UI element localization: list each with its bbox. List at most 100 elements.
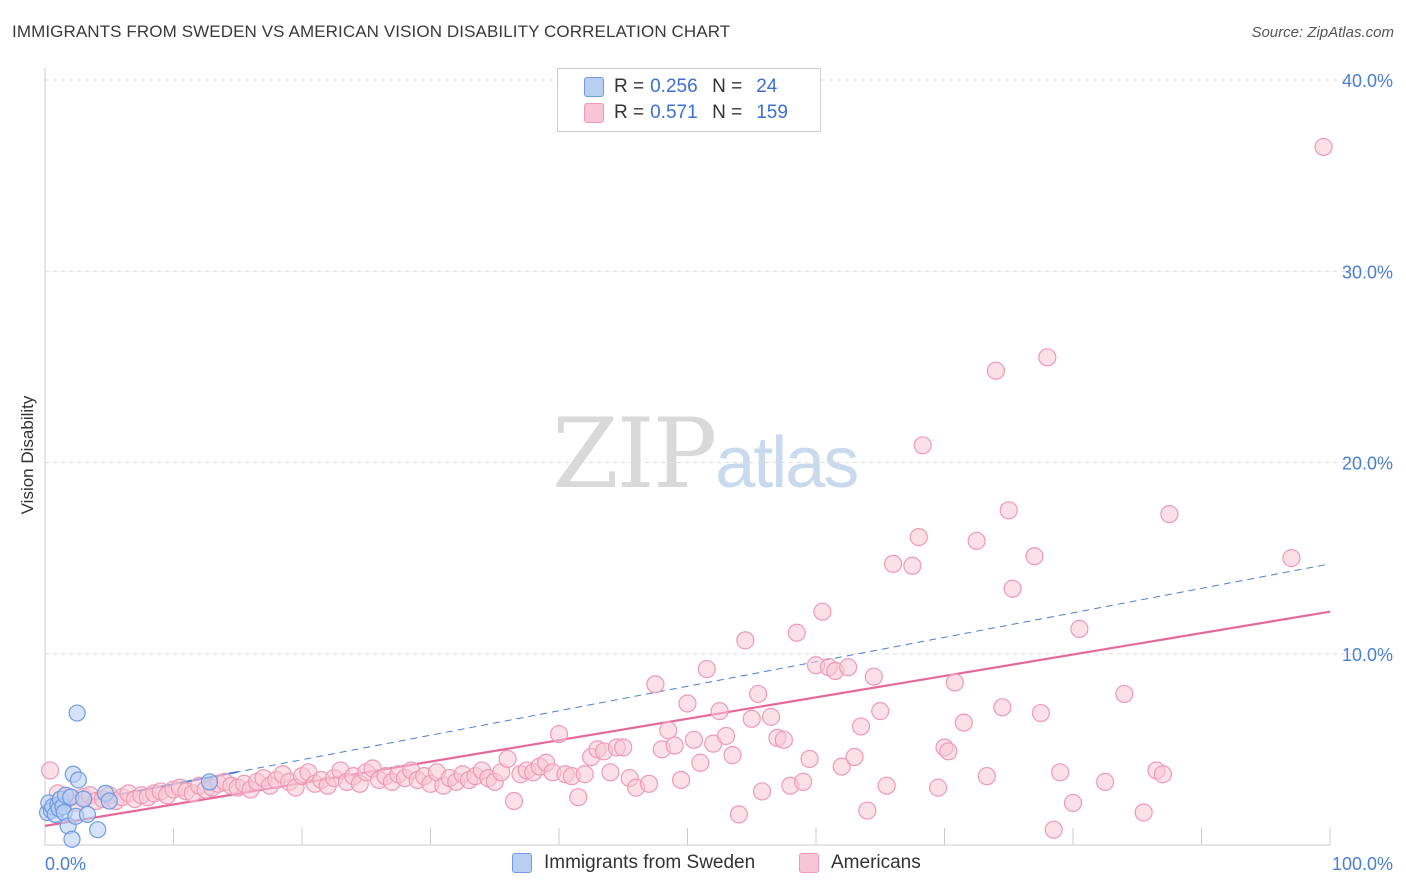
americans-point bbox=[928, 778, 948, 797]
bottom-legend-sweden-label: Immigrants from Sweden bbox=[544, 852, 756, 873]
bottom-legend-americans: Americans bbox=[799, 852, 921, 874]
legend-n-label: N = bbox=[712, 76, 743, 97]
americans-point bbox=[1314, 137, 1333, 157]
americans-point bbox=[723, 746, 742, 765]
source-label: Source: ZipAtlas.com bbox=[1251, 24, 1394, 41]
y-tick-label: 20.0% bbox=[1342, 454, 1393, 474]
americans-point bbox=[1044, 820, 1063, 839]
americans-point bbox=[993, 698, 1012, 717]
grid-lines bbox=[45, 79, 1392, 655]
bottom-swatch-sweden bbox=[512, 853, 532, 873]
americans-point bbox=[864, 667, 883, 686]
americans-point bbox=[569, 788, 588, 807]
americans-point bbox=[813, 602, 832, 621]
americans-point bbox=[909, 527, 928, 547]
americans-point bbox=[1003, 579, 1022, 598]
americans-point bbox=[1153, 765, 1173, 784]
americans-point bbox=[41, 761, 60, 780]
watermark: ZIPatlas bbox=[552, 398, 859, 510]
sweden-point bbox=[78, 805, 97, 824]
americans-point bbox=[1051, 763, 1070, 782]
americans-point bbox=[736, 631, 755, 650]
watermark-atlas: atlas bbox=[715, 423, 859, 503]
americans-point bbox=[601, 763, 620, 782]
tick-labels: 10.0% 20.0% 30.0% 40.0% 0.0% 100.0% bbox=[45, 71, 1393, 874]
americans-point bbox=[858, 801, 877, 820]
americans-point bbox=[986, 361, 1006, 380]
americans-point bbox=[761, 707, 781, 726]
y-tick-label: 10.0% bbox=[1342, 645, 1393, 665]
legend-r-label: R = bbox=[614, 102, 645, 123]
stats-legend: R = 0.256 N = 24 R = 0.571 N = 159 bbox=[557, 68, 821, 132]
americans-point bbox=[1038, 348, 1057, 367]
americans-point bbox=[1160, 505, 1179, 524]
americans-point bbox=[913, 436, 932, 455]
americans-point bbox=[871, 702, 890, 721]
americans-point bbox=[684, 730, 704, 749]
americans-point bbox=[883, 554, 903, 573]
sweden-point bbox=[63, 830, 81, 848]
americans-point bbox=[716, 726, 736, 746]
bottom-legend-sweden: Immigrants from Sweden bbox=[512, 852, 755, 874]
americans-point bbox=[1096, 772, 1115, 791]
americans-point bbox=[749, 684, 768, 704]
y-tick-label: 30.0% bbox=[1342, 262, 1393, 282]
bottom-legend: Immigrants from Sweden Americans bbox=[0, 852, 1406, 878]
bottom-legend-americans-label: Americans bbox=[831, 852, 921, 873]
americans-point bbox=[787, 623, 806, 642]
americans-point bbox=[954, 713, 973, 732]
americans-point bbox=[1070, 619, 1089, 638]
americans-point bbox=[945, 673, 964, 692]
americans-point bbox=[794, 772, 813, 791]
legend-swatch-americans bbox=[584, 103, 604, 123]
legend-n-value: 24 bbox=[756, 76, 778, 97]
americans-points bbox=[41, 137, 1333, 839]
americans-point bbox=[1134, 803, 1153, 822]
americans-point bbox=[504, 791, 524, 811]
americans-point bbox=[967, 531, 986, 551]
americans-point bbox=[729, 805, 749, 824]
americans-point bbox=[614, 738, 633, 757]
legend-swatch-sweden bbox=[584, 77, 604, 97]
sweden-point bbox=[68, 704, 86, 722]
americans-point bbox=[665, 736, 684, 755]
sweden-point bbox=[74, 790, 93, 808]
americans-point bbox=[1115, 684, 1134, 704]
legend-row-sweden: R = 0.256 N = 24 bbox=[558, 74, 777, 100]
americans-point bbox=[1282, 549, 1301, 568]
americans-point bbox=[1063, 793, 1083, 813]
americans-point bbox=[575, 765, 594, 784]
americans-point bbox=[646, 675, 665, 694]
americans-point bbox=[1025, 547, 1044, 566]
americans-point bbox=[678, 694, 697, 713]
americans-point bbox=[800, 749, 819, 769]
axes bbox=[44, 68, 1331, 846]
americans-point bbox=[697, 659, 716, 679]
legend-n-label: N = bbox=[712, 102, 743, 123]
americans-point bbox=[774, 730, 793, 749]
legend-n-value: 159 bbox=[756, 102, 788, 123]
americans-point bbox=[742, 709, 761, 728]
americans-point bbox=[903, 556, 922, 575]
chart-title: IMMIGRANTS FROM SWEDEN VS AMERICAN VISIO… bbox=[12, 22, 731, 41]
americans-point bbox=[549, 724, 569, 744]
americans-point bbox=[832, 757, 851, 776]
americans-point bbox=[659, 721, 678, 740]
sweden-point bbox=[200, 773, 219, 791]
x-tick-label: 100.0% bbox=[1332, 854, 1393, 874]
sweden-point bbox=[89, 821, 107, 839]
legend-row-americans: R = 0.571 N = 159 bbox=[558, 100, 788, 126]
americans-point bbox=[845, 747, 864, 767]
sweden-points bbox=[38, 704, 219, 848]
americans-point bbox=[671, 770, 691, 790]
americans-point bbox=[691, 753, 710, 772]
americans-point bbox=[498, 749, 517, 769]
americans-point bbox=[839, 658, 858, 677]
sweden-point bbox=[69, 771, 88, 789]
legend-r-label: R = bbox=[614, 76, 645, 97]
x-tick-label: 0.0% bbox=[45, 854, 86, 874]
americans-point bbox=[851, 717, 871, 736]
americans-point bbox=[710, 702, 729, 721]
legend-r-value: 0.256 bbox=[650, 76, 698, 97]
